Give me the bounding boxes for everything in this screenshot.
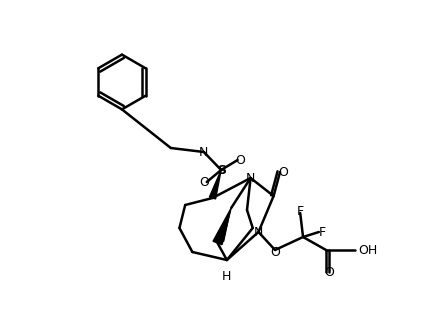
Text: O: O	[199, 175, 209, 188]
Text: O: O	[278, 166, 288, 178]
Text: O: O	[235, 154, 245, 166]
Text: N: N	[246, 172, 255, 185]
Polygon shape	[213, 208, 231, 245]
Polygon shape	[209, 170, 221, 199]
Text: O: O	[324, 266, 334, 279]
Polygon shape	[216, 212, 230, 242]
Text: H: H	[222, 270, 232, 282]
Text: F: F	[297, 205, 304, 218]
Text: O: O	[270, 246, 280, 259]
Text: N: N	[254, 225, 263, 239]
Text: OH: OH	[358, 243, 377, 257]
Text: F: F	[319, 225, 326, 239]
Text: S: S	[217, 164, 226, 176]
Text: N: N	[199, 146, 209, 158]
